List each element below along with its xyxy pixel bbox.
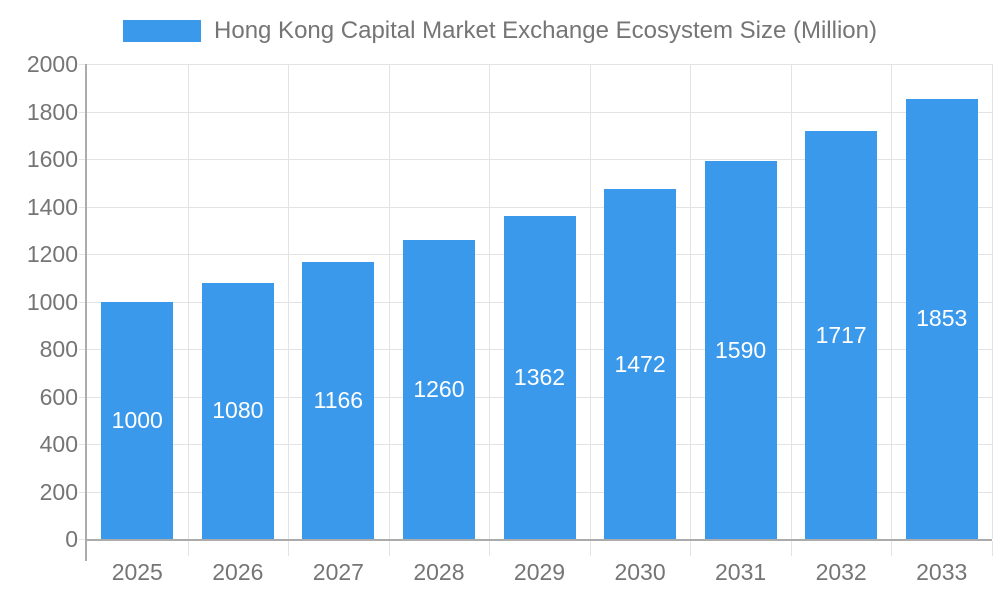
bar-2029[interactable]: 1362 — [503, 215, 576, 539]
y-axis-tick — [79, 159, 87, 160]
y-axis-tick — [79, 396, 87, 398]
x-axis-label: 2025 — [111, 559, 163, 585]
bar-2031[interactable]: 1590 — [704, 161, 777, 539]
x-axis-label: 2026 — [212, 559, 264, 585]
y-axis-label: 1600 — [26, 146, 78, 172]
gridline-vertical — [891, 64, 893, 539]
gridline-vertical — [489, 64, 491, 539]
x-axis-label: 2031 — [715, 559, 767, 585]
gridline-vertical — [992, 64, 993, 539]
y-axis-label: 1400 — [26, 193, 78, 220]
x-axis-label: 2027 — [312, 559, 364, 585]
bar-value-label: 1362 — [513, 363, 566, 390]
bar-value-label: 1472 — [614, 350, 666, 377]
y-axis-tick — [79, 539, 87, 540]
y-axis-label: 0 — [65, 526, 78, 552]
bar-2028[interactable]: 1260 — [402, 239, 475, 539]
y-axis-label: 1000 — [26, 288, 78, 315]
bar-2027[interactable]: 1166 — [302, 262, 375, 539]
bar-value-label: 1080 — [212, 397, 264, 424]
x-axis-tick — [891, 541, 893, 556]
x-axis-tick — [790, 541, 792, 556]
x-axis-tick — [690, 541, 692, 556]
y-axis-label: 200 — [39, 478, 78, 505]
x-axis-tick — [187, 541, 189, 556]
y-axis-label: 400 — [39, 431, 78, 457]
gridline-vertical — [690, 64, 692, 539]
y-axis-tick — [79, 206, 87, 208]
bar-2026[interactable]: 1080 — [201, 282, 274, 539]
bar-2030[interactable]: 1472 — [604, 189, 677, 539]
gridline-vertical — [187, 64, 189, 539]
bar-value-label: 1000 — [111, 406, 163, 433]
legend-color-swatch — [123, 20, 202, 42]
bar-value-label: 1166 — [313, 387, 364, 414]
bar-value-label: 1260 — [413, 375, 465, 402]
x-axis-label: 2028 — [413, 559, 465, 585]
gridline-horizontal — [87, 64, 992, 65]
bar-value-label: 1717 — [815, 321, 867, 348]
bar-value-label: 1590 — [715, 336, 767, 363]
bar-2032[interactable]: 1717 — [805, 131, 878, 539]
y-axis-tick — [79, 444, 87, 445]
bar-value-label: 1853 — [916, 305, 968, 332]
y-axis-tick — [79, 301, 87, 303]
x-axis-tick — [288, 541, 290, 556]
x-axis-tick — [589, 541, 591, 556]
bar-2033[interactable]: 1853 — [905, 98, 978, 539]
gridline-horizontal — [87, 111, 992, 113]
gridline-horizontal — [87, 159, 992, 160]
y-axis-tick — [79, 349, 87, 350]
gridline-vertical — [790, 64, 792, 539]
y-axis-tick — [79, 254, 87, 255]
y-axis-tick — [79, 64, 87, 65]
y-axis-label: 600 — [39, 383, 78, 410]
legend[interactable]: Hong Kong Capital Market Exchange Ecosys… — [0, 17, 1000, 45]
y-axis-label: 1800 — [26, 98, 78, 125]
x-axis-tick — [388, 541, 390, 556]
y-axis-tick — [79, 491, 87, 493]
gridline-vertical — [288, 64, 290, 539]
x-axis-label: 2033 — [916, 559, 968, 585]
x-axis-label: 2030 — [614, 559, 666, 585]
gridline-horizontal — [87, 206, 992, 208]
gridline-vertical — [388, 64, 390, 539]
y-axis-line — [85, 64, 87, 561]
y-axis-tick — [79, 111, 87, 113]
x-axis-label: 2032 — [815, 559, 867, 585]
x-axis-tick — [992, 541, 993, 556]
y-axis-label: 2000 — [26, 51, 78, 77]
x-axis-line — [87, 539, 992, 541]
legend-label: Hong Kong Capital Market Exchange Ecosys… — [214, 17, 877, 44]
bar-2025[interactable]: 1000 — [101, 301, 174, 539]
y-axis-label: 800 — [39, 336, 78, 362]
y-axis-label: 1200 — [26, 241, 78, 267]
x-axis-tick — [489, 541, 491, 556]
gridline-vertical — [589, 64, 591, 539]
x-axis-label: 2029 — [513, 559, 566, 585]
